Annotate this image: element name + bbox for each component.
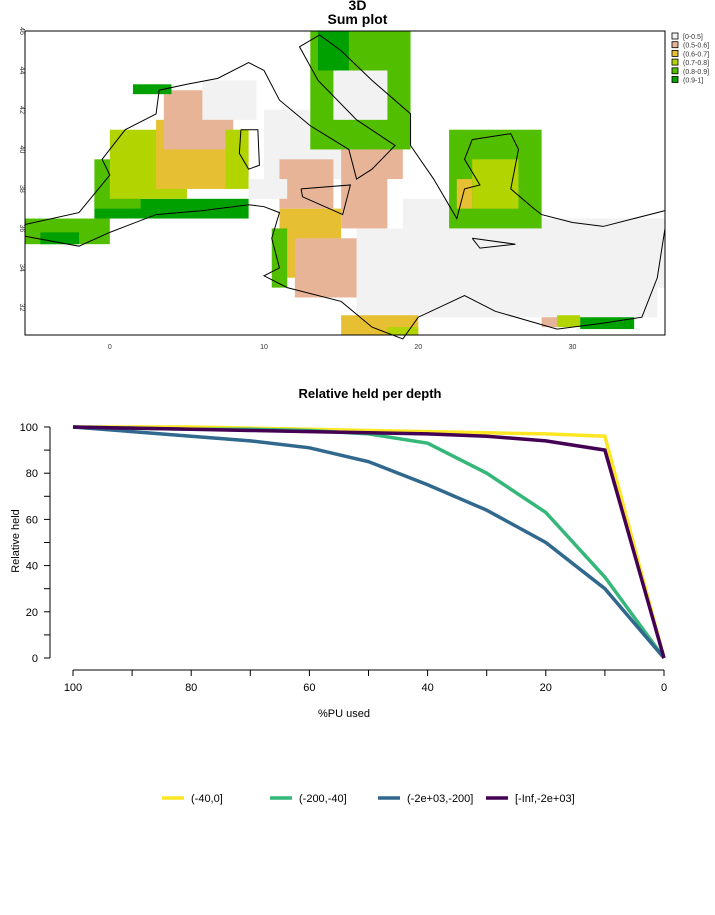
sum-plot-map: 0 10 20 303234363840424446[0-0.5](0.5-0.6](… [18,27,709,351]
coastline [471,237,516,249]
y-tick-label: 34 [18,264,25,272]
x-tick-label: 30 [569,344,577,351]
legend-swatch [671,41,679,49]
map-cell [541,317,558,328]
map-subtitle: Sum plot [327,11,388,27]
x-tick-label: 20 [540,682,552,694]
legend-label: (0.5-0.6] [683,43,709,50]
map-cell [472,159,519,209]
x-tick-label: 100 [64,682,82,694]
y-tick-label: 44 [18,67,25,75]
coastline [24,204,666,340]
y-tick-label: 36 [18,225,25,233]
x-tick-label: 40 [421,682,433,694]
x-axis-label: %PU used [318,708,370,720]
y-tick-label: 40 [26,561,38,573]
legend-swatch [671,67,679,75]
legend-label: (0.9-1] [683,78,703,85]
map-frame [24,30,666,336]
y-tick-label: 38 [18,185,25,193]
x-tick-label: 10 [260,344,268,351]
map-cell [225,129,249,189]
series-line [73,425,666,659]
x-tick-label: 0 [661,682,667,694]
legend-label: [-Inf,-2e+03] [515,793,575,805]
legend-label: (0.6-0.7] [683,51,709,58]
map-cell [40,232,79,245]
line-chart-title: Relative held per depth [298,386,442,401]
map-cell [202,80,257,120]
coastline [300,184,352,216]
legend-label: (-200,-40] [299,793,347,805]
y-tick-label: 20 [26,607,38,619]
map-cell [557,315,581,328]
legend-swatch [671,50,679,57]
map-cell [333,70,388,120]
x-tick-label: 20 [414,344,422,351]
x-tick-label: 0 [108,344,112,351]
legend-swatch [671,32,679,40]
x-tick-label: 60 [303,682,315,694]
legend-swatch [671,58,679,66]
map-cell [580,317,635,330]
y-tick-label: 42 [18,106,25,114]
legend-label: [0-0.5] [683,34,703,41]
series-line [72,425,666,660]
y-tick-label: 46 [18,27,25,35]
map-cell [271,228,288,288]
map-cell [456,179,473,209]
legend-label: (0.8-0.9] [683,69,709,76]
map-cell [132,84,172,95]
legend-swatch [671,76,679,83]
y-tick-label: 32 [18,303,25,311]
series-line [72,425,666,659]
legend-label: (-2e+03,-200] [407,793,473,805]
y-tick-label: 40 [18,146,25,154]
legend-label: (0.7-0.8] [683,60,709,67]
y-tick-label: 100 [20,422,38,434]
coastline [238,129,260,170]
legend-label: (-40,0] [191,793,223,805]
map-title: 3D [348,0,367,13]
map-cell [279,159,334,209]
y-tick-label: 0 [32,653,38,665]
y-tick-label: 60 [26,514,38,526]
map-cell [294,238,357,298]
x-tick-label: 80 [185,682,197,694]
y-tick-label: 80 [26,468,38,480]
map-cell [248,179,288,199]
map-cell [510,218,665,288]
map-cell [387,327,419,335]
coastline [24,34,666,227]
